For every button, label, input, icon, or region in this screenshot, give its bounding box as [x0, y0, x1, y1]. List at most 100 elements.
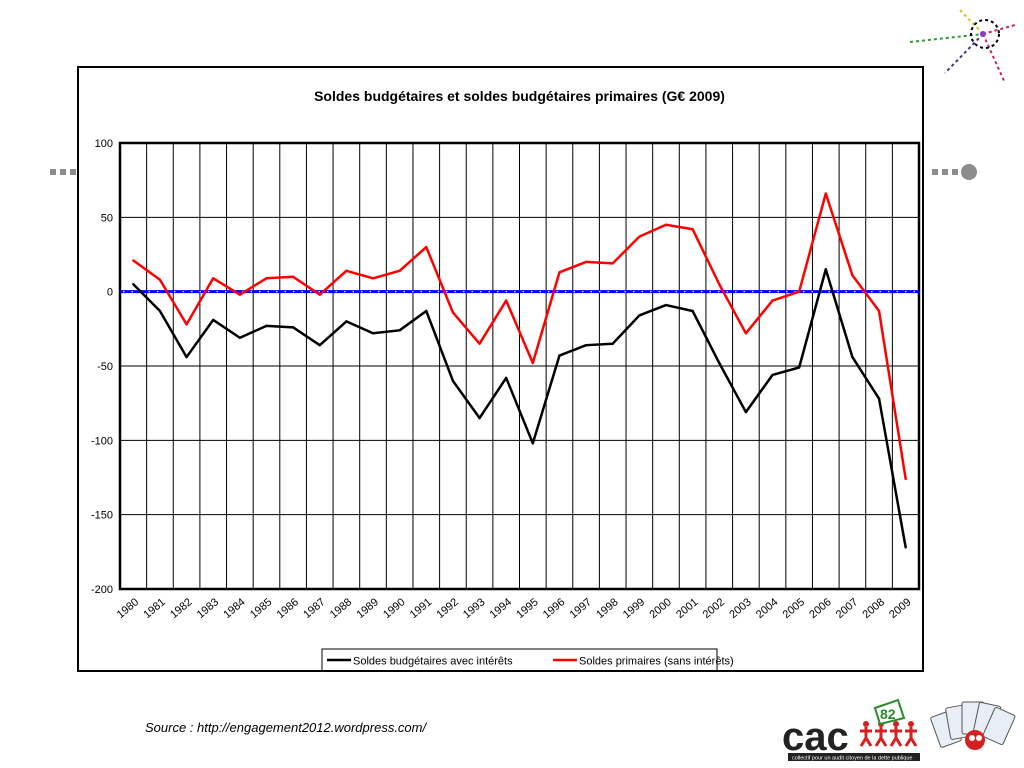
data-point [318, 343, 321, 347]
x-tick-label: 1986 [275, 596, 301, 621]
x-tick-label: 1982 [168, 596, 194, 621]
x-tick-label: 1981 [141, 596, 167, 621]
data-point [371, 332, 375, 335]
y-tick-label: -50 [97, 361, 113, 373]
data-point [824, 192, 827, 195]
x-tick-label: 1983 [195, 596, 221, 621]
decorative-dots-right [932, 164, 977, 180]
y-tick-label: 0 [107, 287, 113, 299]
data-point [691, 309, 694, 313]
source-caption: Source : http://engagement2012.wordpress… [145, 720, 427, 735]
x-tick-label: 2001 [674, 596, 700, 621]
data-point [744, 332, 748, 335]
data-point [638, 314, 641, 317]
data-point [771, 373, 774, 377]
logo-number: 82 [880, 706, 896, 722]
x-tick-label: 1991 [408, 596, 434, 621]
x-tick-label: 1988 [328, 596, 354, 621]
data-point [265, 277, 268, 280]
data-point [877, 397, 881, 400]
cards-illustration [930, 701, 1016, 750]
data-point [531, 442, 535, 445]
data-point [558, 271, 561, 274]
data-point [158, 309, 162, 313]
data-point [691, 228, 694, 231]
data-point [638, 235, 641, 238]
data-point [158, 278, 162, 281]
data-point [504, 376, 508, 380]
data-point [664, 303, 668, 307]
data-point [451, 311, 455, 314]
data-point [132, 259, 135, 262]
data-point [478, 342, 481, 345]
chart-title: Soldes budgétaires et soldes budgétaires… [314, 88, 725, 104]
data-point [212, 318, 215, 322]
data-point [478, 416, 481, 420]
plot-area-border [118, 141, 921, 591]
series-line-2 [132, 192, 907, 480]
x-tick-label: 2008 [861, 596, 887, 621]
data-point [425, 309, 428, 313]
data-point [185, 355, 188, 359]
data-point [212, 277, 215, 280]
data-point [797, 290, 801, 293]
x-tick-label: 2000 [647, 596, 673, 621]
legend-label: Soldes budgétaires avec intérêts [353, 656, 513, 668]
x-tick-label: 2005 [781, 596, 807, 621]
data-point [238, 293, 242, 296]
data-point [451, 379, 455, 383]
data-point [371, 277, 375, 280]
data-point [771, 299, 774, 302]
legend-label: Soldes primaires (sans intérêts) [579, 656, 734, 668]
decorative-dots-left [50, 169, 76, 175]
x-tick-label: 1994 [488, 596, 514, 621]
x-tick-label: 1995 [514, 596, 540, 621]
x-tick-label: 1985 [248, 596, 274, 621]
data-point [851, 355, 854, 359]
x-tick-label: 2002 [701, 596, 727, 621]
data-point [291, 275, 295, 278]
data-point [611, 342, 614, 345]
data-point [851, 274, 854, 277]
data-point [664, 223, 668, 226]
data-point [904, 546, 907, 549]
logo-tagline: collectif pour un audit citoyen de la de… [792, 756, 912, 762]
x-tick-label: 1998 [594, 596, 620, 621]
data-point [425, 245, 428, 249]
data-point [611, 262, 614, 265]
data-point [744, 410, 748, 414]
people-icon [859, 721, 918, 747]
data-point [584, 260, 588, 264]
data-point [185, 323, 188, 326]
x-tick-label: 1990 [381, 596, 407, 621]
data-point [345, 320, 348, 323]
data-point [238, 336, 242, 339]
x-tick-label: 2004 [754, 596, 780, 621]
y-tick-label: -150 [91, 510, 113, 522]
data-point [904, 477, 907, 481]
chart-frame: Soldes budgétaires et soldes budgétaires… [77, 66, 924, 672]
x-tick-label: 2006 [807, 596, 833, 621]
y-tick-label: 50 [101, 212, 113, 224]
series-line-1 [132, 268, 907, 548]
x-tick-label: 1993 [461, 596, 487, 621]
x-tick-label: 1996 [541, 596, 567, 621]
x-tick-label: 1984 [221, 596, 247, 621]
y-tick-label: -200 [91, 584, 113, 596]
x-tick-label: 2007 [834, 596, 860, 621]
data-point [398, 329, 401, 332]
data-point [345, 269, 348, 273]
legend-box [321, 648, 718, 670]
data-point [531, 361, 535, 365]
data-point [265, 324, 268, 328]
badge-shape [873, 698, 906, 726]
data-point [318, 293, 321, 296]
data-point [291, 326, 295, 329]
data-point [398, 269, 401, 273]
y-tick-label: -100 [91, 435, 113, 447]
data-point [132, 283, 135, 286]
data-point [584, 343, 588, 347]
y-tick-label: 100 [95, 138, 113, 150]
data-point [718, 361, 721, 365]
x-tick-label: 2009 [887, 596, 913, 621]
